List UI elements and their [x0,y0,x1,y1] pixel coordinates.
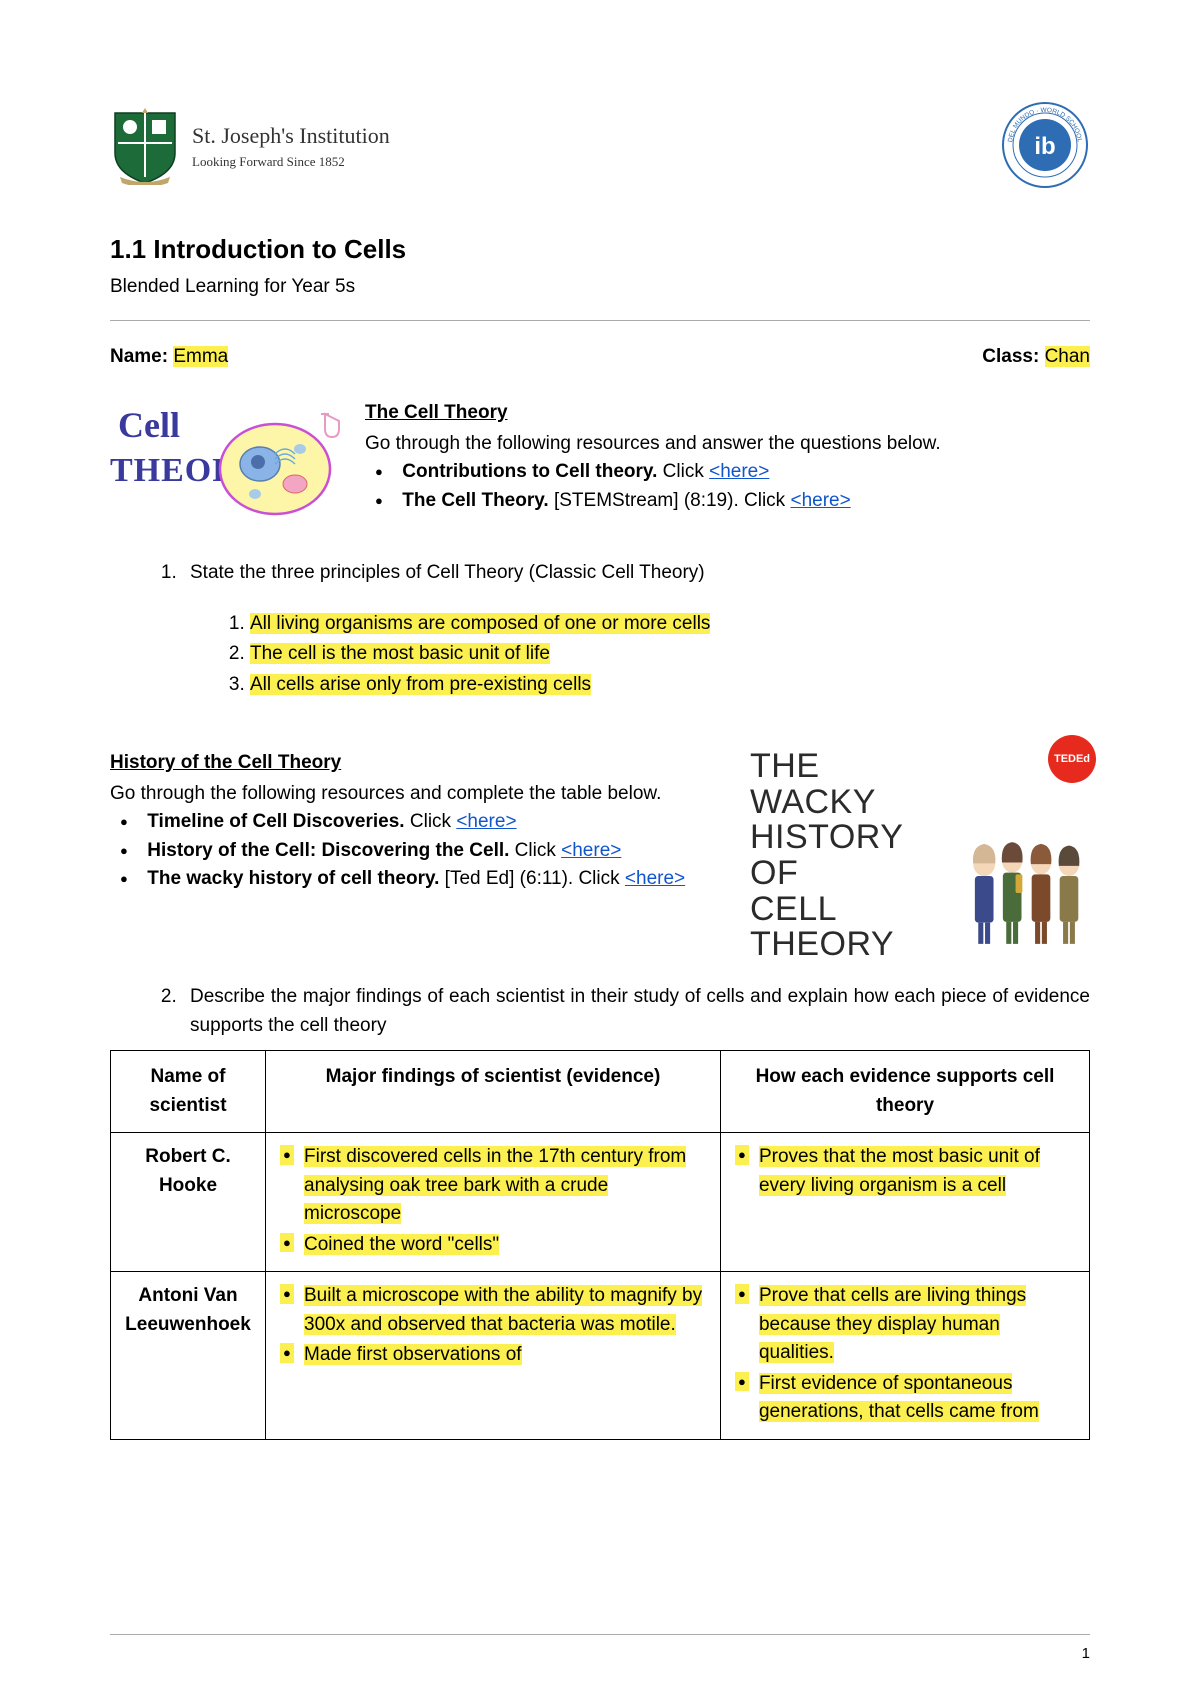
support-item: First evidence of spontaneous generation… [759,1370,1077,1427]
finding-item: Coined the word "cells" [304,1231,708,1260]
institution-text: St. Joseph's Institution Looking Forward… [192,119,390,172]
history-text: History of the Cell Theory Go through th… [110,749,730,894]
question-list-2: Describe the major findings of each scie… [110,983,1090,1040]
col-header-findings: Major findings of scientist (evidence) [266,1051,721,1133]
resource-link[interactable]: <here> [561,840,621,861]
resource-link[interactable]: <here> [625,868,685,889]
page-number: 1 [1082,1645,1090,1662]
name-value: Emma [173,346,228,367]
resource-link[interactable]: <here> [456,811,516,832]
resource-link[interactable]: <here> [790,490,850,511]
cell-theory-heading: The Cell Theory [365,399,1090,428]
support-item: Proves that the most basic unit of every… [759,1143,1077,1200]
col-header-scientist: Name of scientist [111,1051,266,1133]
history-section: History of the Cell Theory Go through th… [110,749,1090,963]
resource-item: Timeline of Cell Discoveries. Click <her… [142,808,730,837]
findings-cell: Built a microscope with the ability to m… [266,1272,721,1440]
answer-item: The cell is the most basic unit of life [250,640,1090,669]
ib-logo-icon: ib DEL MUNDO · WORLD SCHOOL [1000,100,1090,190]
svg-text:Cell: Cell [118,405,180,445]
institution-logo-block: St. Joseph's Institution Looking Forward… [110,105,390,185]
resource-item: History of the Cell: Discovering the Cel… [142,837,730,866]
page-subtitle: Blended Learning for Year 5s [110,273,1090,302]
resource-item: The wacky history of cell theory. [Ted E… [142,865,730,894]
table-row: Antoni Van Leeuwenhoek Built a microscop… [111,1272,1090,1440]
divider [110,320,1090,321]
wacky-title-text: THE WACKY HISTORY OF CELL THEORY [750,749,953,963]
name-field: Name: Emma [110,343,228,372]
wacky-history-illustration: TEDEd THE WACKY HISTORY OF CELL THEORY [750,749,1090,963]
svg-text:ib: ib [1034,133,1055,160]
class-field: Class: Chan [982,343,1090,372]
cell-theory-section: Cell THEORY The Cell Theory Go through t… [110,399,1090,529]
answer-item: All cells arise only from pre-existing c… [250,671,1090,700]
scientist-name: Robert C. Hooke [111,1133,266,1272]
history-resources: Timeline of Cell Discoveries. Click <her… [110,808,730,894]
resource-link[interactable]: <here> [709,461,769,482]
institution-name: St. Joseph's Institution [192,119,390,152]
class-value: Chan [1045,346,1090,367]
history-intro: Go through the following resources and c… [110,780,730,809]
table-row: Robert C. Hooke First discovered cells i… [111,1133,1090,1272]
scientist-name: Antoni Van Leeuwenhoek [111,1272,266,1440]
question-2: Describe the major findings of each scie… [182,983,1090,1040]
cell-theory-illustration: Cell THEORY [110,399,345,529]
ted-ed-badge-icon: TEDEd [1048,735,1096,783]
findings-table: Name of scientist Major findings of scie… [110,1050,1090,1440]
finding-item: Made first observations of [304,1341,708,1370]
page-footer: 1 [110,1634,1090,1666]
table-header-row: Name of scientist Major findings of scie… [111,1051,1090,1133]
supports-cell: Proves that the most basic unit of every… [720,1133,1089,1272]
class-label: Class: [982,346,1039,367]
finding-item: First discovered cells in the 17th centu… [304,1143,708,1229]
finding-item: Built a microscope with the ability to m… [304,1282,708,1339]
cell-theory-resources: Contributions to Cell theory. Click <her… [365,458,1090,515]
question-list: State the three principles of Cell Theor… [110,559,1090,588]
resource-item: The Cell Theory. [STEMStream] (8:19). Cl… [397,487,1090,516]
findings-cell: First discovered cells in the 17th centu… [266,1133,721,1272]
institution-tagline: Looking Forward Since 1852 [192,152,390,172]
q1-answers: All living organisms are composed of one… [220,610,1090,700]
question-1: State the three principles of Cell Theor… [182,559,1090,588]
col-header-supports: How each evidence supports cell theory [720,1051,1089,1133]
resource-item: Contributions to Cell theory. Click <her… [397,458,1090,487]
name-label: Name: [110,346,168,367]
name-class-row: Name: Emma Class: Chan [110,343,1090,372]
cell-theory-intro: Go through the following resources and a… [365,430,1090,459]
header-row: St. Joseph's Institution Looking Forward… [110,100,1090,190]
document-page: St. Joseph's Institution Looking Forward… [0,0,1200,1695]
supports-cell: Prove that cells are living things becau… [720,1272,1089,1440]
history-heading: History of the Cell Theory [110,749,730,778]
findings-table-wrap: Name of scientist Major findings of scie… [110,1050,1090,1440]
scientists-cartoon-icon [963,823,1090,963]
support-item: Prove that cells are living things becau… [759,1282,1077,1368]
cell-theory-text: The Cell Theory Go through the following… [365,399,1090,515]
page-title: 1.1 Introduction to Cells [110,230,1090,269]
shield-icon [110,105,180,185]
answer-item: All living organisms are composed of one… [250,610,1090,639]
